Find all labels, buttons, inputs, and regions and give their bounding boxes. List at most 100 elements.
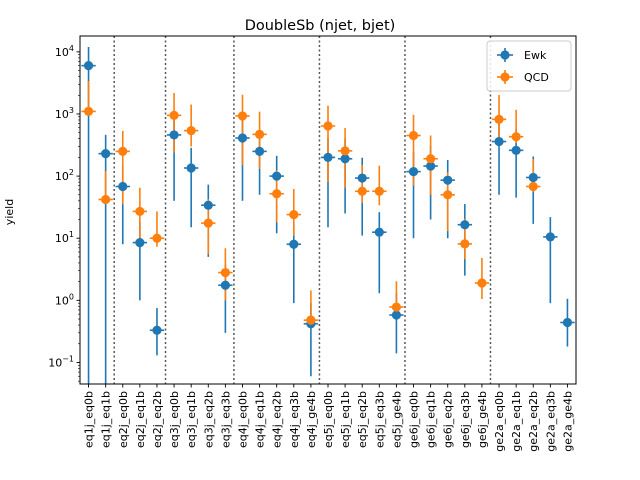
data-point-qcd: [203, 218, 213, 228]
x-tick-label: eq1j_eq0b: [83, 391, 96, 448]
data-point-ewk: [528, 172, 538, 183]
data-point-ewk: [186, 163, 196, 173]
y-tick-label: 101: [55, 230, 74, 245]
x-tick-label: eq4j_eq0b: [236, 391, 249, 448]
legend-label-ewk: Ewk: [524, 49, 547, 62]
legend-marker-ewk: [500, 50, 510, 60]
data-point-ewk: [340, 154, 350, 164]
data-point-ewk: [545, 232, 555, 242]
y-tick-label: 103: [55, 106, 74, 121]
data-point-ewk: [118, 181, 128, 192]
x-tick-label: eq5j_eq3b: [373, 391, 386, 448]
data-point-qcd: [237, 111, 248, 121]
x-tick-label: eq3j_eq0b: [168, 391, 181, 448]
data-point-ewk: [357, 173, 367, 183]
x-tick-label: eq3j_eq2b: [202, 391, 215, 448]
x-tick-label: ge2a_eq0b: [493, 391, 506, 452]
x-tick-label: eq5j_eq2b: [356, 391, 369, 448]
data-point-ewk: [323, 152, 333, 162]
data-point-ewk: [374, 227, 384, 237]
separator-layer: [113, 36, 492, 384]
x-tick-label: eq5j_eq1b: [339, 391, 352, 448]
x-tick-label: ge2a_eq2b: [527, 391, 540, 452]
y-tick-label: 10−1: [48, 354, 74, 369]
x-tick-label: ge2a_ge4b: [561, 391, 574, 452]
data-point-qcd: [272, 189, 282, 199]
y-tick-label: 102: [55, 168, 74, 183]
x-tick-label: eq2j_eq0b: [117, 391, 130, 448]
x-tick-label: ge2a_eq1b: [510, 391, 523, 452]
data-point-ewk: [83, 61, 94, 71]
legend-label-qcd: QCD: [524, 71, 549, 84]
data-point-qcd: [340, 146, 350, 156]
y-tick-label: 104: [55, 44, 74, 59]
data-point-qcd: [254, 129, 265, 139]
x-tick-label: eq5j_ge4b: [390, 391, 403, 448]
data-point-ewk: [152, 325, 162, 335]
point-layer: [83, 61, 573, 335]
x-tick-label: eq4j_eq3b: [288, 391, 301, 448]
data-point-qcd: [408, 130, 419, 141]
data-point-qcd: [118, 146, 128, 156]
data-point-ewk: [101, 149, 111, 159]
x-tick-label: eq4j_eq1b: [254, 391, 267, 448]
data-point-ewk: [237, 133, 248, 143]
x-tick-label: eq3j_eq1b: [185, 391, 198, 448]
data-point-ewk: [494, 136, 504, 147]
data-point-ewk: [169, 130, 179, 140]
data-point-qcd: [426, 154, 436, 164]
data-point-qcd: [83, 106, 94, 117]
data-point-ewk: [391, 310, 402, 320]
data-point-ewk: [460, 220, 470, 230]
data-point-ewk: [220, 280, 230, 290]
x-tick-label: eq4j_ge4b: [305, 391, 318, 448]
x-tick-label: ge6j_eq0b: [408, 391, 421, 448]
data-point-qcd: [306, 315, 316, 325]
y-tick-label: 100: [55, 292, 74, 307]
data-point-ewk: [289, 239, 299, 249]
data-point-ewk: [254, 146, 265, 156]
data-point-qcd: [511, 132, 521, 142]
data-point-qcd: [528, 181, 538, 192]
data-point-ewk: [135, 238, 145, 248]
legend: Ewk QCD: [486, 40, 572, 92]
data-point-ewk: [408, 167, 419, 177]
data-point-qcd: [169, 110, 179, 120]
x-tick-label: eq4j_eq2b: [271, 391, 284, 448]
axis-layer: 10−1 100 101 102 103 104 eq1j_eq0b eq1j_eq1b eq2…: [48, 35, 577, 452]
x-tick-label: eq2j_eq1b: [134, 391, 147, 448]
data-point-qcd: [186, 126, 196, 136]
x-tick-label: eq1j_eq1b: [100, 391, 113, 448]
data-point-ewk: [272, 171, 282, 181]
data-point-qcd: [357, 186, 367, 196]
data-point-qcd: [289, 209, 299, 220]
legend-marker-qcd: [500, 72, 510, 82]
x-tick-label: ge6j_eq3b: [459, 391, 472, 448]
data-point-ewk: [511, 145, 521, 155]
data-point-qcd: [477, 278, 487, 288]
data-point-qcd: [391, 302, 402, 312]
data-point-ewk: [426, 161, 436, 171]
x-tick-label: ge6j_eq2b: [442, 391, 455, 448]
data-point-qcd: [101, 194, 111, 205]
data-point-ewk: [203, 200, 213, 210]
data-point-qcd: [460, 239, 470, 249]
x-tick-label: eq5j_eq0b: [322, 391, 335, 448]
data-point-ewk: [443, 175, 453, 185]
data-point-qcd: [494, 114, 504, 124]
y-axis-label: yield: [3, 199, 16, 225]
x-tick-label: eq2j_eq2b: [151, 391, 164, 448]
data-point-qcd: [323, 121, 333, 131]
data-point-qcd: [374, 186, 384, 196]
data-point-qcd: [220, 267, 230, 278]
data-point-qcd: [152, 233, 162, 243]
x-tick-label: ge6j_eq1b: [425, 391, 438, 448]
data-point-qcd: [135, 206, 145, 217]
x-tick-label: ge6j_ge4b: [476, 391, 489, 448]
data-point-ewk: [562, 317, 573, 328]
x-tick-label: eq3j_eq3b: [219, 391, 232, 448]
x-tick-label: ge2a_eq3b: [544, 391, 557, 452]
data-point-qcd: [443, 190, 453, 200]
